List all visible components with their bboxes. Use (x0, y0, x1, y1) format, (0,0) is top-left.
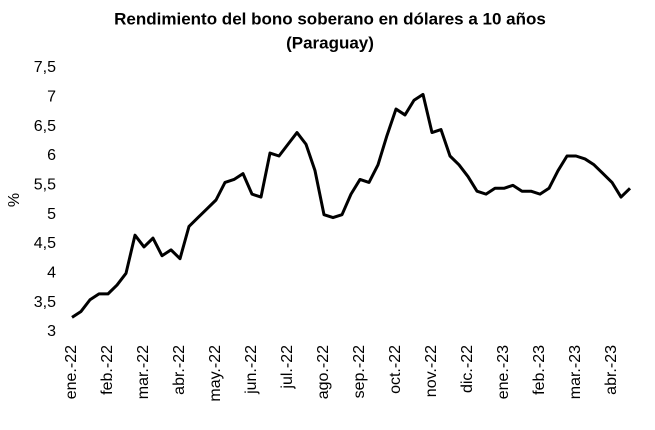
x-tick-label: abr.-22 (171, 345, 188, 395)
x-tick-label: mar.-22 (135, 345, 152, 399)
x-tick-label: feb.-23 (531, 345, 548, 395)
x-tick-label: may.-22 (207, 345, 224, 402)
line (71, 92, 632, 319)
x-tick-label: jul.-22 (279, 345, 296, 390)
y-axis-label: % (6, 193, 23, 207)
y-tick-label: 4,5 (34, 235, 56, 252)
x-tick-label: sep.-22 (351, 345, 368, 398)
y-tick-label: 3 (47, 323, 56, 340)
y-tick-label: 7,5 (34, 59, 56, 76)
chart-subtitle: (Paraguay) (286, 33, 374, 52)
y-tick-label: 6,5 (34, 118, 56, 135)
x-tick-label: dic.-22 (459, 345, 476, 393)
y-tick-label: 3,5 (34, 294, 56, 311)
x-tick-label: mar.-23 (567, 345, 584, 399)
y-tick-label: 7 (47, 89, 56, 106)
y-tick-label: 5 (47, 206, 56, 223)
y-tick-label: 5,5 (34, 177, 56, 194)
y-tick-label: 6 (47, 147, 56, 164)
y-tick-label: 4 (47, 265, 56, 282)
x-tick-label: ago.-22 (315, 345, 332, 399)
chart-title: Rendimiento del bono soberano en dólares… (114, 9, 546, 28)
x-tick-label: feb.-22 (99, 345, 116, 395)
x-tick-label: ene.-23 (495, 345, 512, 399)
x-tick-label: jun.-22 (243, 345, 260, 395)
x-tick-label: oct.-22 (387, 345, 404, 394)
x-tick-label: ene.-22 (63, 345, 80, 399)
x-tick-label: nov.-22 (423, 345, 440, 397)
x-tick-label: abr.-23 (603, 345, 620, 395)
